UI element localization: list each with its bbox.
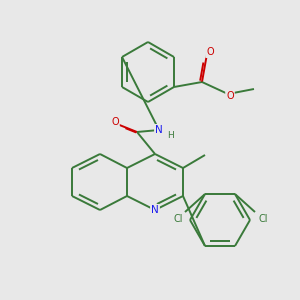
Text: N: N bbox=[151, 205, 159, 215]
Text: O: O bbox=[206, 47, 214, 57]
Text: O: O bbox=[111, 117, 119, 127]
Text: Cl: Cl bbox=[258, 214, 268, 224]
Text: H: H bbox=[168, 131, 174, 140]
Text: N: N bbox=[155, 125, 163, 135]
Text: O: O bbox=[226, 91, 234, 101]
Text: Cl: Cl bbox=[173, 214, 183, 224]
